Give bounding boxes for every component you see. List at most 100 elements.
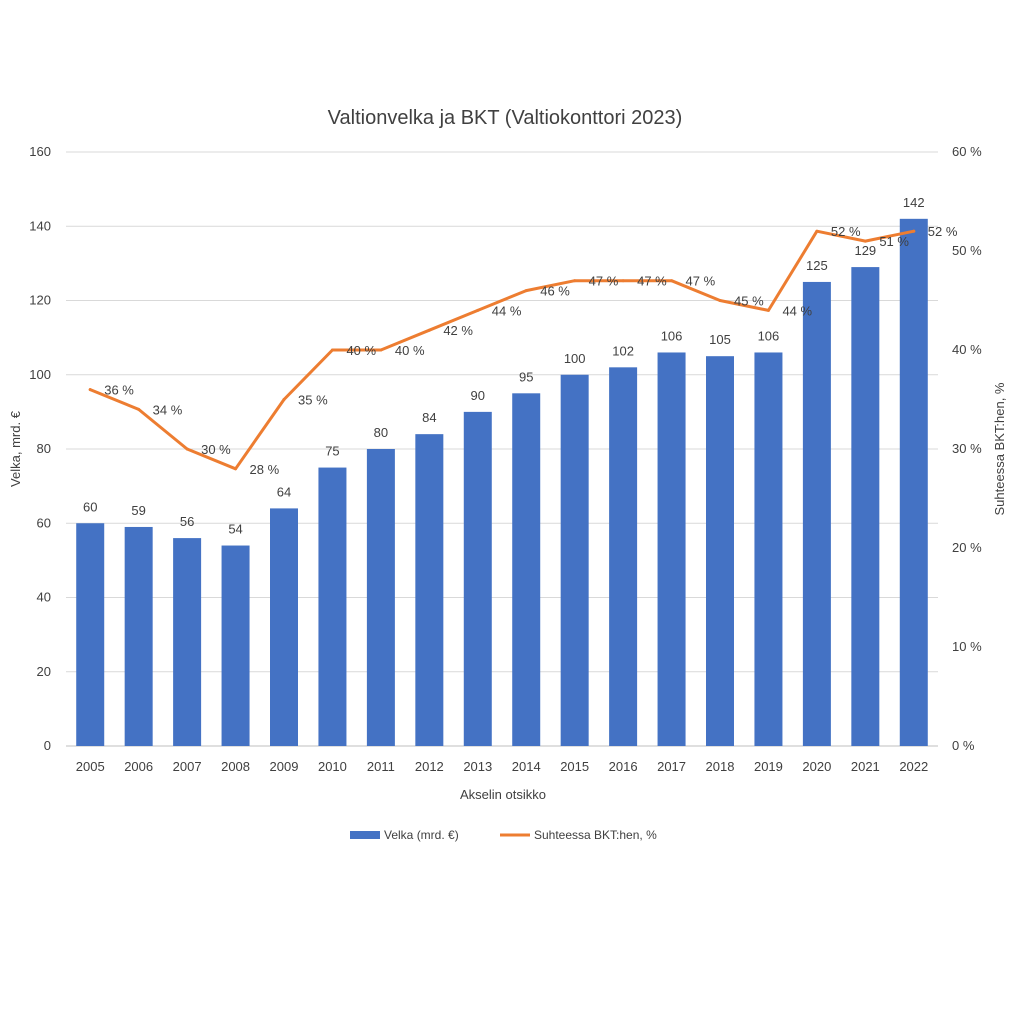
gridlines <box>66 151 938 747</box>
legend-label-suhteessa: Suhteessa BKT:hen, % <box>534 828 657 842</box>
bar <box>270 508 298 746</box>
line-data-label: 28 % <box>250 462 280 477</box>
legend: Velka (mrd. €) Suhteessa BKT:hen, % <box>350 828 657 842</box>
line-point <box>670 279 674 283</box>
bar-data-label: 142 <box>903 195 925 210</box>
bar-data-label: 56 <box>180 514 194 529</box>
line-data-label: 47 % <box>686 274 716 289</box>
line-point <box>815 229 819 233</box>
line-data-labels: 36 % 34 % 30 % 28 % 35 % 40 % 40 % 42 % 44 % 46 %… <box>104 224 958 477</box>
x-tick-label: 2012 <box>415 759 444 774</box>
line-point <box>718 299 722 302</box>
bar-data-label: 75 <box>325 444 339 459</box>
x-tick-label: 2015 <box>560 759 589 774</box>
bar <box>560 374 589 746</box>
bar-data-label: 125 <box>806 258 828 273</box>
bar-series <box>76 218 928 746</box>
bar <box>657 352 686 746</box>
line-point <box>379 348 383 352</box>
chart-title: Valtionvelka ja BKT (Valtiokonttori 2023… <box>328 107 683 129</box>
y-tick-label: 80 <box>37 441 51 456</box>
x-tick-label: 2020 <box>802 759 831 774</box>
bar <box>415 434 444 746</box>
y2-tick-label: 40 % <box>952 342 982 357</box>
legend-label-velka: Velka (mrd. €) <box>384 828 459 842</box>
y2-tick-label: 0 % <box>952 738 975 753</box>
bar <box>318 467 347 746</box>
bar-data-label: 60 <box>83 499 97 514</box>
line-data-label: 52 % <box>928 224 958 239</box>
x-tick-label: 2010 <box>318 759 347 774</box>
line-data-label: 40 % <box>346 343 376 358</box>
bar-data-labels: 60 59 56 54 64 75 80 84 90 95 100 102 106 105 106 125 12… <box>83 195 925 537</box>
x-tick-label: 2008 <box>221 759 250 774</box>
bar <box>173 538 202 746</box>
x-tick-label: 2016 <box>609 759 638 774</box>
line-data-label: 36 % <box>104 383 134 398</box>
line-point <box>185 447 189 451</box>
line-point <box>573 279 577 283</box>
bar <box>802 281 831 746</box>
bar <box>609 367 638 746</box>
x-tick-label: 2007 <box>173 759 202 774</box>
line-point <box>137 407 141 411</box>
y2-axis-ticks: 0 % 10 % 20 % 30 % 40 % 50 % 60 % <box>952 144 982 753</box>
y-axis-ticks: 0 20 40 60 80 100 120 140 160 <box>29 144 51 753</box>
y2-axis-title: Suhteessa BKT:hen, % <box>992 382 1007 515</box>
x-tick-label: 2006 <box>124 759 153 774</box>
legend-swatch-velka <box>350 831 380 839</box>
x-tick-label: 2011 <box>367 759 395 774</box>
y-tick-label: 120 <box>29 293 51 308</box>
y-tick-label: 60 <box>37 515 51 530</box>
y2-tick-label: 30 % <box>952 441 982 456</box>
y-tick-label: 100 <box>29 367 51 382</box>
line-point <box>912 229 916 233</box>
y2-tick-label: 10 % <box>952 639 982 654</box>
x-axis-title: Akselin otsikko <box>460 787 546 802</box>
bar <box>899 218 928 746</box>
x-tick-label: 2009 <box>270 759 299 774</box>
y-tick-label: 20 <box>37 664 51 679</box>
bar <box>512 393 541 746</box>
x-axis-ticks: 2005 2006 2007 2008 2009 2010 2011 2012 2013 2014… <box>76 759 928 774</box>
y-tick-label: 40 <box>37 590 51 605</box>
line-data-label: 52 % <box>831 224 861 239</box>
line-point <box>524 289 528 293</box>
bar <box>124 526 153 746</box>
bar-data-label: 106 <box>661 328 683 343</box>
line-data-label: 45 % <box>734 294 764 309</box>
bar-data-label: 129 <box>854 243 876 258</box>
line-data-label: 42 % <box>443 323 473 338</box>
y-tick-label: 0 <box>44 738 51 753</box>
bar-data-label: 102 <box>612 343 634 358</box>
line-data-label: 44 % <box>492 303 522 318</box>
line-data-label: 47 % <box>637 274 667 289</box>
line-data-label: 35 % <box>298 393 328 408</box>
line-data-label: 47 % <box>589 274 619 289</box>
y2-tick-label: 60 % <box>952 144 982 159</box>
line-path <box>88 229 916 471</box>
y2-tick-label: 20 % <box>952 540 982 555</box>
bar <box>366 449 395 746</box>
bar-data-label: 59 <box>131 503 145 518</box>
line-data-label: 51 % <box>879 234 909 249</box>
line-point <box>330 348 334 352</box>
bar <box>754 352 783 746</box>
y-axis-title: Velka, mrd. € <box>8 410 23 487</box>
bar-data-label: 100 <box>564 351 586 366</box>
bar <box>76 523 105 746</box>
bar-data-label: 80 <box>374 425 388 440</box>
bar <box>221 545 250 746</box>
x-tick-label: 2013 <box>463 759 492 774</box>
y2-tick-label: 50 % <box>952 243 982 258</box>
x-tick-label: 2018 <box>706 759 735 774</box>
bar-data-label: 106 <box>758 328 780 343</box>
bar-data-label: 64 <box>277 484 291 499</box>
line-point <box>88 388 92 392</box>
line-point <box>766 308 770 312</box>
x-tick-label: 2021 <box>851 759 880 774</box>
bar-data-label: 84 <box>422 410 436 425</box>
bar <box>851 267 880 746</box>
bar <box>706 356 734 746</box>
line-data-label: 34 % <box>153 402 183 417</box>
